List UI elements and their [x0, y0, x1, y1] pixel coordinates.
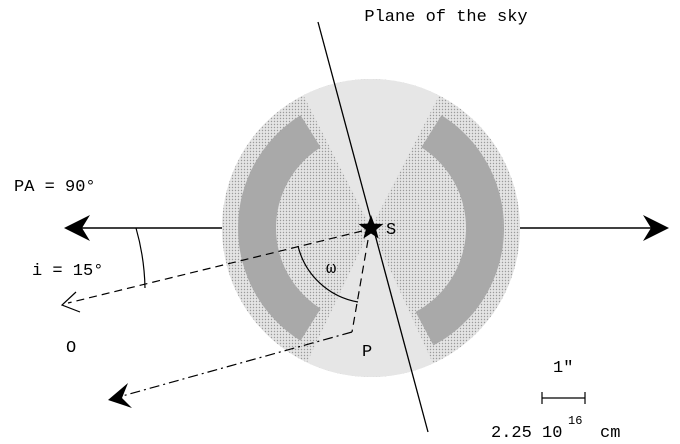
point-label: P	[362, 343, 372, 362]
scale-length: 2.25 10	[491, 424, 562, 443]
omega-label: ω	[326, 260, 336, 279]
inclination-label: i = 15°	[32, 262, 103, 281]
arrow-direction	[108, 383, 132, 408]
star-label: S	[386, 221, 396, 240]
title: Plane of the sky	[364, 8, 527, 27]
angle-i	[136, 228, 145, 288]
observer-label: O	[66, 339, 76, 358]
pa-label: PA = 90°	[14, 178, 96, 197]
page: Plane of the sky PA = 90° i = 15° ω S O …	[0, 0, 680, 444]
scale-unit: cm	[600, 424, 620, 443]
scale-exponent: 16	[568, 414, 582, 428]
scale-angle: 1″	[553, 359, 573, 378]
diagram: Plane of the sky PA = 90° i = 15° ω S O …	[0, 0, 680, 444]
